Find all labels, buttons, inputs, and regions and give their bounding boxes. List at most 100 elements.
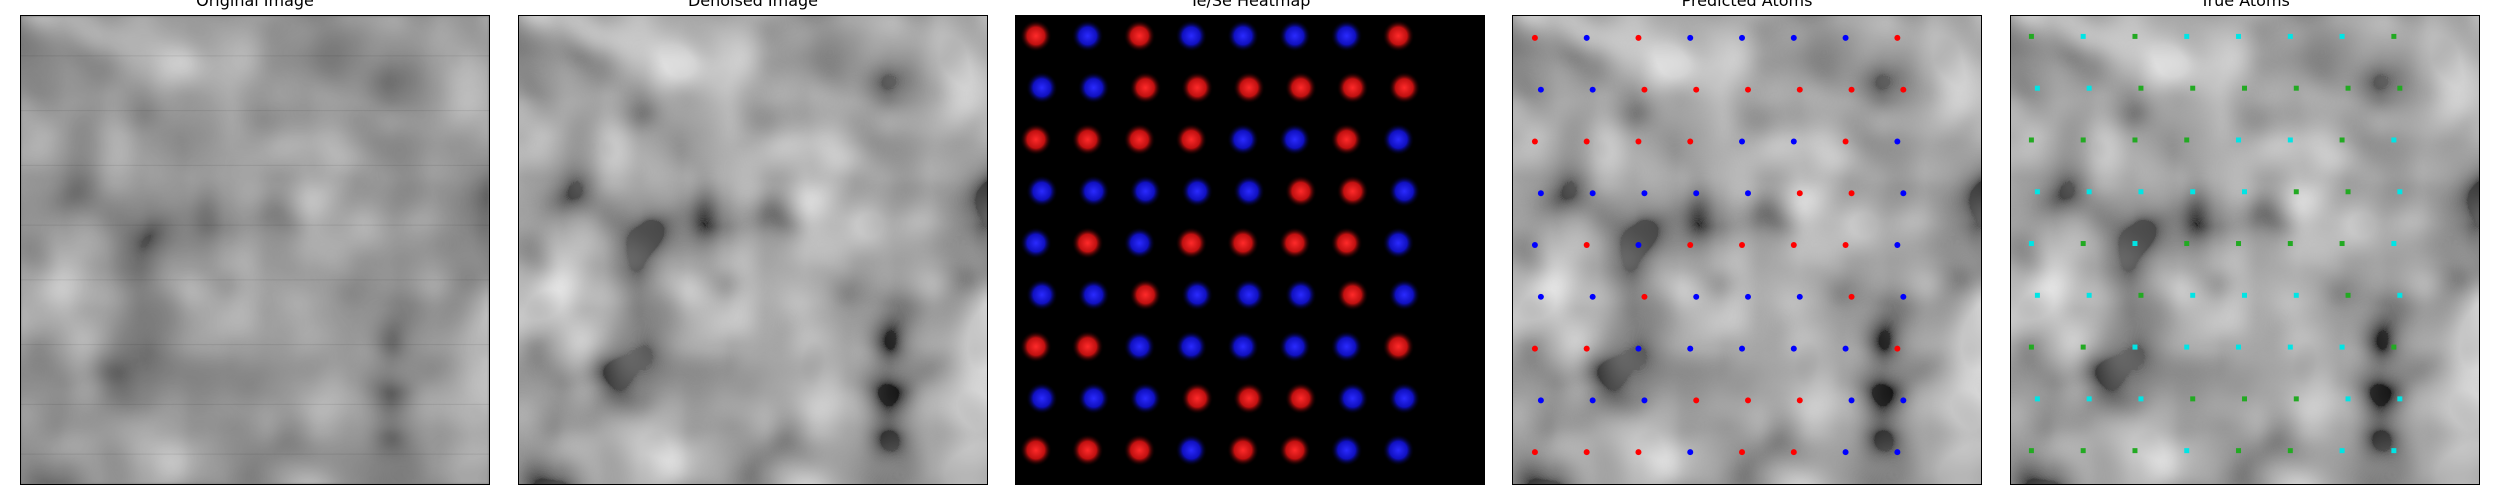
predicted-se-marker: [1842, 34, 1849, 41]
panel-title-heatmap: Te/Se Heatmap: [1189, 0, 1311, 10]
true-green-marker: [2397, 85, 2403, 91]
heatmap-te-spot: [1129, 71, 1162, 104]
predicted-se-marker: [1739, 138, 1746, 145]
true-cyan-marker: [2293, 292, 2299, 298]
predicted-te-marker: [1739, 242, 1746, 249]
predicted-atoms-image: [1512, 15, 1982, 485]
true-cyan-marker: [2287, 33, 2293, 39]
predicted-se-marker: [1842, 449, 1849, 456]
heatmap-te-spot: [1330, 227, 1363, 259]
heatmap-te-spot: [1233, 382, 1265, 415]
true-green-marker: [2345, 292, 2351, 298]
panel-title-predicted: Predicted Atoms: [1681, 0, 1813, 10]
true-cyan-marker: [2236, 33, 2242, 39]
heatmap-se-spot: [1129, 382, 1162, 415]
true-green-marker: [2339, 241, 2345, 247]
true-green-marker: [2293, 189, 2299, 195]
heatmap-se-spot: [1181, 278, 1214, 311]
predicted-se-marker: [1589, 190, 1596, 197]
predicted-te-marker: [1894, 34, 1901, 41]
true-cyan-marker: [2345, 396, 2351, 402]
heatmap-se-spot: [1382, 123, 1415, 156]
heatmap-te-spot: [1330, 123, 1363, 156]
predicted-se-marker: [1739, 34, 1746, 41]
true-green-marker: [2242, 396, 2247, 402]
true-green-marker: [2190, 85, 2196, 91]
predicted-te-marker: [1796, 397, 1803, 404]
true-cyan-marker: [2028, 241, 2034, 247]
predicted-se-marker: [1537, 190, 1544, 197]
true-cyan-marker: [2086, 85, 2092, 91]
panel-predicted: Predicted Atoms: [1512, 0, 1982, 485]
true-cyan-marker: [2086, 189, 2092, 195]
heatmap-se-spot: [1077, 71, 1110, 104]
predicted-te-marker: [1693, 397, 1700, 404]
true-cyan-marker: [2184, 448, 2190, 454]
predicted-se-marker: [1687, 449, 1694, 456]
predicted-se-marker: [1796, 293, 1803, 300]
true-green-marker: [2242, 85, 2247, 91]
heatmap-se-spot: [1019, 227, 1052, 259]
true-cyan-marker: [2034, 396, 2040, 402]
predicted-se-marker: [1900, 190, 1907, 197]
heatmap-te-spot: [1227, 227, 1259, 259]
denoised-image: [518, 15, 988, 485]
predicted-se-marker: [1589, 86, 1596, 93]
true-cyan-marker: [2132, 344, 2138, 350]
heatmap-se-spot: [1227, 123, 1259, 156]
true-cyan-marker: [2242, 189, 2247, 195]
heatmap-se-spot: [1227, 330, 1259, 363]
heatmap-te-spot: [1336, 278, 1369, 311]
predicted-te-marker: [1583, 242, 1590, 249]
predicted-te-marker: [1900, 86, 1907, 93]
heatmap-te-spot: [1123, 123, 1156, 156]
true-green-marker: [2080, 448, 2086, 454]
heatmap-te-spot: [1019, 19, 1052, 52]
true-green-marker: [2080, 344, 2086, 350]
true-atoms-image: [2010, 15, 2480, 485]
true-green-marker: [2236, 241, 2242, 247]
heatmap-te-spot: [1071, 227, 1104, 259]
heatmap-te-spot: [1175, 227, 1208, 259]
original-image: [20, 15, 490, 485]
true-cyan-marker: [2391, 137, 2397, 143]
heatmap-te-spot: [1071, 123, 1104, 156]
predicted-se-marker: [1537, 397, 1544, 404]
true-green-marker: [2287, 448, 2293, 454]
predicted-te-marker: [1583, 449, 1590, 456]
heatmap-se-spot: [1278, 19, 1311, 52]
heatmap-se-spot: [1278, 123, 1311, 156]
heatmap-se-spot: [1382, 434, 1415, 467]
true-cyan-marker: [2086, 292, 2092, 298]
heatmap-se-spot: [1129, 175, 1162, 208]
true-cyan-marker: [2236, 344, 2242, 350]
predicted-te-marker: [1635, 34, 1642, 41]
predicted-se-marker: [1635, 345, 1642, 352]
heatmap-se-spot: [1330, 19, 1363, 52]
predicted-se-marker: [1693, 293, 1700, 300]
true-green-marker: [2345, 85, 2351, 91]
true-cyan-marker: [2034, 189, 2040, 195]
heatmap-se-spot: [1025, 278, 1058, 311]
predicted-te-marker: [1635, 138, 1642, 145]
heatmap-se-spot: [1336, 382, 1369, 415]
predicted-te-marker: [1790, 242, 1797, 249]
predicted-se-marker: [1790, 34, 1797, 41]
predicted-te-marker: [1848, 190, 1855, 197]
true-green-marker: [2345, 189, 2351, 195]
heatmap-te-spot: [1388, 71, 1421, 104]
panel-title-true: True Atoms: [2200, 0, 2290, 10]
predicted-te-marker: [1796, 190, 1803, 197]
heatmap-se-spot: [1175, 330, 1208, 363]
true-green-marker: [2190, 396, 2196, 402]
heatmap-te-spot: [1336, 175, 1369, 208]
true-cyan-marker: [2184, 344, 2190, 350]
heatmap-se-spot: [1071, 19, 1104, 52]
predicted-se-marker: [1537, 293, 1544, 300]
predicted-te-marker: [1894, 345, 1901, 352]
predicted-te-marker: [1848, 293, 1855, 300]
true-green-marker: [2132, 448, 2138, 454]
heatmap-se-spot: [1025, 175, 1058, 208]
heatmap-te-spot: [1284, 382, 1317, 415]
predicted-se-marker: [1848, 397, 1855, 404]
